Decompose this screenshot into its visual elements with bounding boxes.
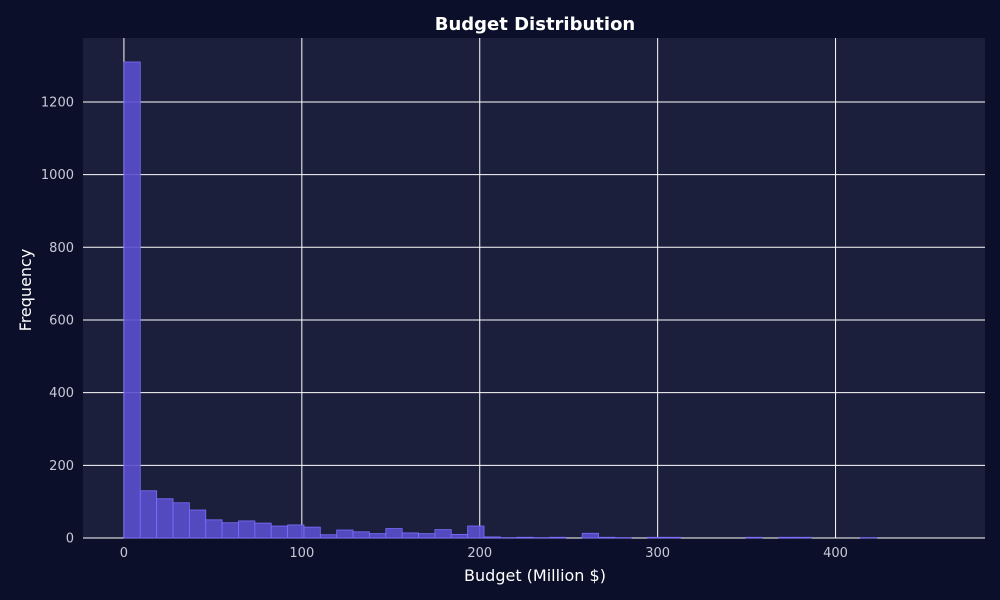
x-tick-label: 400 (823, 546, 848, 561)
histogram-bars (123, 61, 878, 539)
histogram-bar (221, 522, 239, 539)
histogram-bar (794, 536, 812, 539)
histogram-bar (434, 529, 452, 539)
x-tick-label: 0 (120, 546, 128, 561)
y-tick-label: 800 (49, 241, 74, 256)
histogram-bar (647, 536, 665, 539)
histogram-bar (238, 520, 256, 539)
histogram-bar (303, 526, 321, 539)
histogram-bar (254, 522, 272, 539)
histogram-bar (467, 525, 485, 539)
histogram-bar (663, 536, 681, 539)
chart-title: Budget Distribution (435, 14, 636, 35)
plot-area (83, 38, 985, 538)
histogram-bar (139, 490, 158, 539)
x-tick-label: 200 (467, 546, 492, 561)
histogram-bar (778, 536, 796, 539)
y-axis-ticks: 0 200 400 600 800 1000 1200 (41, 95, 74, 546)
histogram-bar (270, 525, 288, 539)
histogram-bar (598, 536, 616, 539)
histogram-bar (205, 519, 223, 539)
histogram-bar (369, 533, 387, 539)
histogram-bar (745, 536, 763, 539)
histogram-bar (352, 531, 370, 539)
histogram-bar (418, 533, 436, 539)
y-tick-label: 1200 (41, 95, 74, 110)
histogram-bar (123, 61, 141, 539)
y-tick-label: 1000 (41, 168, 74, 183)
y-tick-label: 200 (49, 459, 74, 474)
histogram-bar (450, 533, 469, 539)
histogram-bar (516, 536, 534, 539)
histogram-bar (287, 524, 305, 539)
histogram-bar (483, 536, 501, 539)
x-axis-label: Budget (Million $) (464, 566, 606, 585)
x-axis-ticks: 0 100 200 300 400 (120, 546, 848, 561)
x-tick-label: 300 (645, 546, 670, 561)
histogram-bar (385, 528, 403, 539)
y-tick-label: 600 (49, 313, 74, 328)
y-axis-label: Frequency (16, 249, 35, 332)
y-tick-label: 0 (66, 532, 74, 547)
histogram-bar (401, 532, 419, 539)
histogram-bar (319, 534, 338, 539)
histogram-bar (188, 509, 207, 539)
histogram-bar (336, 529, 354, 539)
x-tick-label: 100 (289, 546, 314, 561)
histogram-bar (156, 498, 174, 539)
y-tick-label: 400 (49, 386, 74, 401)
histogram-bar (549, 536, 567, 539)
histogram-bar (172, 502, 190, 539)
histogram-bar (581, 532, 599, 539)
